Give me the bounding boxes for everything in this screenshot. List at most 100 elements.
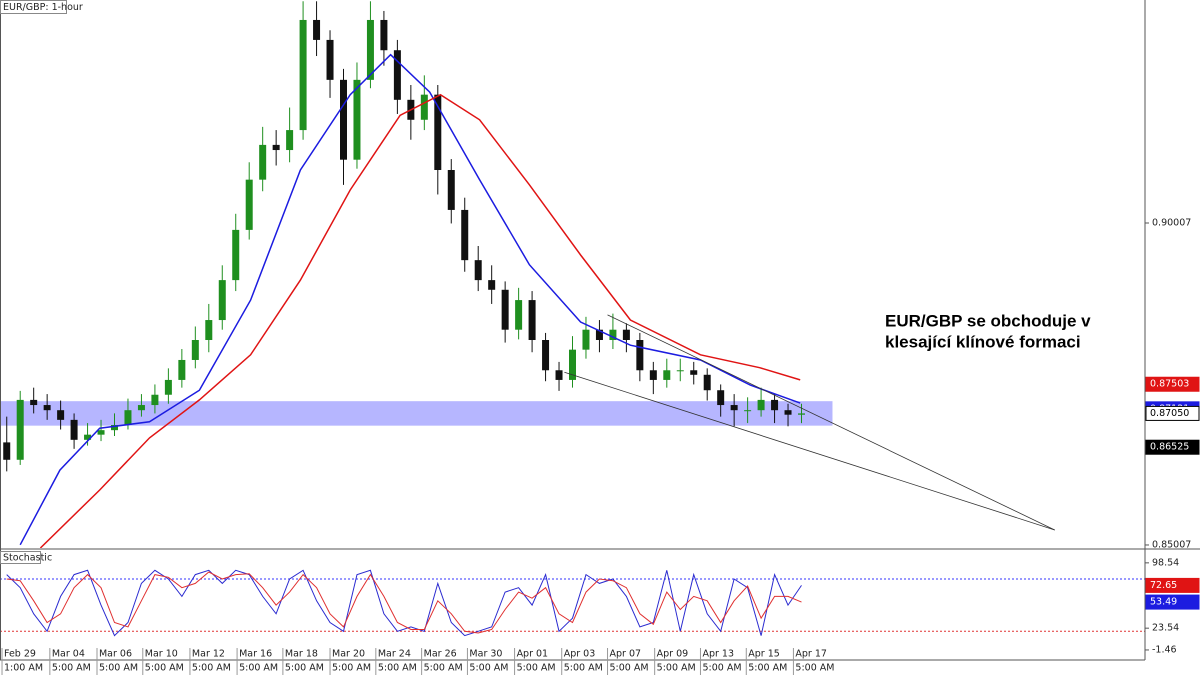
candle-body [299,19,307,131]
candle-body [232,229,240,281]
x-tick-label: Apr 13 [702,649,734,660]
price-label-box [1145,439,1200,455]
candle-body [164,379,172,395]
x-tick-time: 5:00 AM [424,663,463,674]
candle-body [676,370,684,372]
x-tick-time: 5:00 AM [332,663,371,674]
series-line [6,571,802,634]
price-panel [0,1,833,548]
candle-body [3,442,11,460]
series-line [6,569,802,637]
panel-title: Stochastic [3,553,52,564]
candle-body [380,19,388,51]
title-box [0,551,41,564]
x-tick-time: 5:00 AM [610,663,649,674]
x-tick-time: 5:00 AM [99,663,138,674]
candle-body [191,340,199,360]
candle-body [447,170,455,210]
candle-body [313,19,321,40]
candle-body [340,79,347,160]
candle-body [690,370,698,375]
x-tick-time: 5:00 AM [748,663,787,674]
x-tick-label: Mar 10 [145,649,178,660]
x-tick-time: 5:00 AM [702,663,741,674]
candle-body [461,209,469,261]
x-tick-time: 5:00 AM [469,663,508,674]
candle-body [218,280,226,321]
x-tick-label: Apr 09 [657,649,689,660]
x-tick-time: 5:00 AM [378,663,417,674]
price-label: 72.65 [1150,580,1177,591]
x-tick-label: Mar 30 [469,649,502,660]
candle-body [286,130,294,151]
stochastic-panel [0,569,1145,637]
candle-body [30,399,38,406]
annotation: EUR/GBP se obchoduje v [885,311,1091,330]
candle-body [582,329,590,350]
series-line [39,93,801,548]
candle-body [366,19,374,80]
x-tick-time: 5:00 AM [517,663,556,674]
x-tick-label: Feb 29 [4,649,36,660]
candle-body [84,434,92,440]
x-tick-time: 5:00 AM [239,663,278,674]
candle-body [555,370,563,380]
overlay [564,314,1055,531]
x-tick-time: 5:00 AM [145,663,184,674]
x-tick-label: Apr 15 [748,649,780,660]
price-label-box [1145,594,1200,610]
candle-body [111,425,118,431]
price-label: 0.86525 [1150,442,1189,453]
candle-body [501,289,509,330]
price-label-box [1145,577,1200,593]
candle-body [474,260,482,281]
price-label-box [1145,405,1200,421]
title-box [0,0,67,14]
candle-body [97,430,105,435]
candle-body [649,370,657,380]
chart-title: EUR/GBP: 1-hour [3,2,83,13]
x-tick-label: Mar 20 [332,649,365,660]
candle-body [515,300,523,330]
candle-body [326,39,334,80]
y-tick-label: -1.46 [1152,644,1177,655]
candle-body [798,413,805,415]
x-tick-label: Mar 18 [285,649,318,660]
candle-body [784,410,792,415]
candle-body [353,79,361,160]
candle-body [137,405,145,411]
candle-body [393,50,401,100]
candle-body [420,94,428,120]
candle-body [757,399,765,411]
candle-body [272,144,280,151]
candle-body [528,300,536,341]
x-tick-label: Mar 06 [99,649,132,660]
candle-body [542,340,550,371]
y-tick-label: 0.85007 [1152,539,1191,550]
x-tick-label: Mar 16 [239,649,272,660]
x-tick-time: 5:00 AM [795,663,834,674]
candle-body [595,329,603,341]
x-tick-label: Mar 24 [378,649,411,660]
candle-body [434,94,442,171]
candle-body [178,359,186,380]
series-line [19,53,801,546]
price-label: 53.49 [1150,597,1177,608]
x-tick-label: Apr 07 [610,649,642,660]
x-tick-time: 5:00 AM [285,663,324,674]
candle-body [245,179,253,230]
y-tick-label: 98.54 [1152,557,1179,568]
candle-body [717,390,725,406]
x-tick-label: Mar 12 [192,649,225,660]
candle-body [259,144,267,180]
x-tick-time: 5:00 AM [192,663,231,674]
candle-body [16,399,24,460]
x-tick-time: 5:00 AM [564,663,603,674]
trend-line [564,371,1055,531]
candle-body [636,340,644,371]
x-tick-label: Apr 01 [517,649,549,660]
price-label: 0.87050 [1150,408,1189,419]
candle-body [622,329,630,341]
